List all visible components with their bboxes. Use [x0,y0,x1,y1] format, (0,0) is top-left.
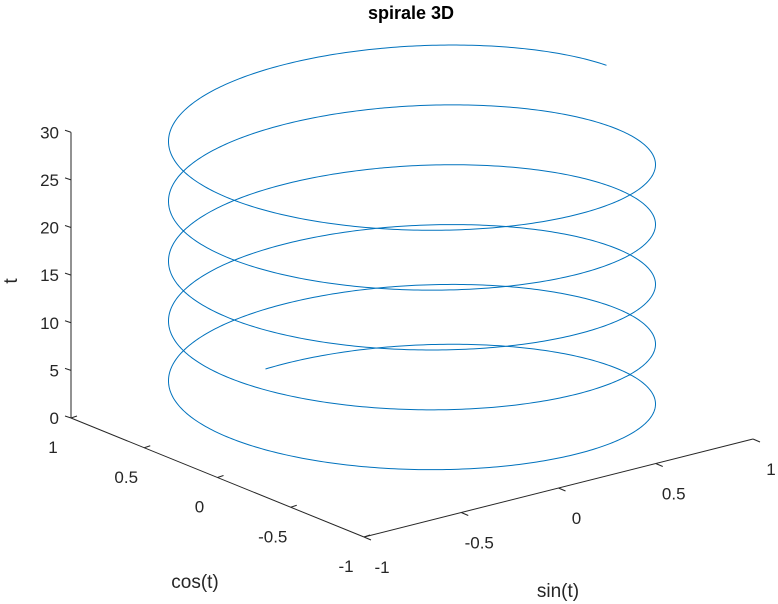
axes [64,129,761,541]
y-tick-mark [290,504,297,508]
y-tick-label: 1 [48,438,57,457]
y-tick-mark [144,445,151,449]
z-tick-mark [64,320,72,324]
y-tick-label: -0.5 [258,527,287,546]
x-tick-label: 1 [766,460,775,479]
z-tick-mark [64,225,72,228]
x-tick-mark [752,438,761,443]
x-tick-mark [655,463,663,467]
x-axis-label: sin(t) [537,581,579,602]
z-tick-mark [64,177,72,181]
x-tick-label: -0.5 [465,534,494,553]
x-tick-label: 0 [572,509,581,528]
y-tick-label: 0.5 [114,468,138,487]
y-tick-mark [70,415,78,419]
x-tick-label: 0.5 [662,485,686,504]
z-tick-label: 25 [40,171,59,190]
z-tick-mark [64,415,72,419]
z-tick-mark [64,367,72,371]
z-tick-mark [64,129,72,133]
z-tick-label: 0 [50,409,59,428]
y-tick-label: -1 [338,557,353,576]
z-tick-label: 30 [40,123,59,142]
y-axis-label: cos(t) [171,572,219,593]
x-tick-mark [461,512,469,516]
y-tick-label: 0 [195,498,204,517]
series-line-spiral [167,44,657,471]
chart-title: spirale 3D [368,3,454,23]
x-tick-label: -1 [374,558,389,577]
z-tick-label: 15 [40,266,59,285]
x-tick-mark [363,536,372,541]
z-tick-mark [64,272,72,276]
z-tick-label: 10 [40,314,59,333]
y-tick-mark [363,534,371,538]
z-axis-label: t [1,278,22,284]
z-tick-label: 5 [50,361,59,380]
y-tick-mark [217,475,224,478]
z-tick-label: 20 [40,219,59,238]
x-tick-mark [558,487,566,492]
